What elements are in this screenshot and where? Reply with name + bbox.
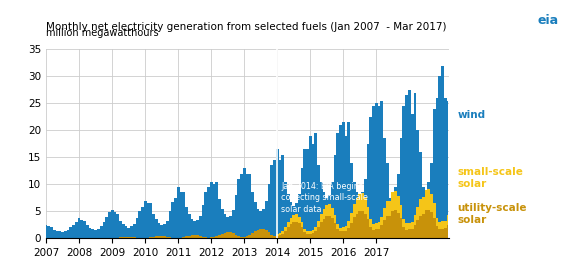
Text: small-scale
solar: small-scale solar bbox=[457, 167, 523, 189]
Text: eia: eia bbox=[537, 14, 559, 27]
Text: Jan 2014: EIA begins
collecting small-scale
solar data: Jan 2014: EIA begins collecting small-sc… bbox=[282, 182, 368, 214]
Text: million megawatthours: million megawatthours bbox=[46, 28, 159, 38]
Text: Monthly net electricity generation from selected fuels (Jan 2007  - Mar 2017): Monthly net electricity generation from … bbox=[46, 22, 446, 32]
Text: utility-scale
solar: utility-scale solar bbox=[457, 202, 527, 225]
Text: wind: wind bbox=[457, 110, 486, 121]
